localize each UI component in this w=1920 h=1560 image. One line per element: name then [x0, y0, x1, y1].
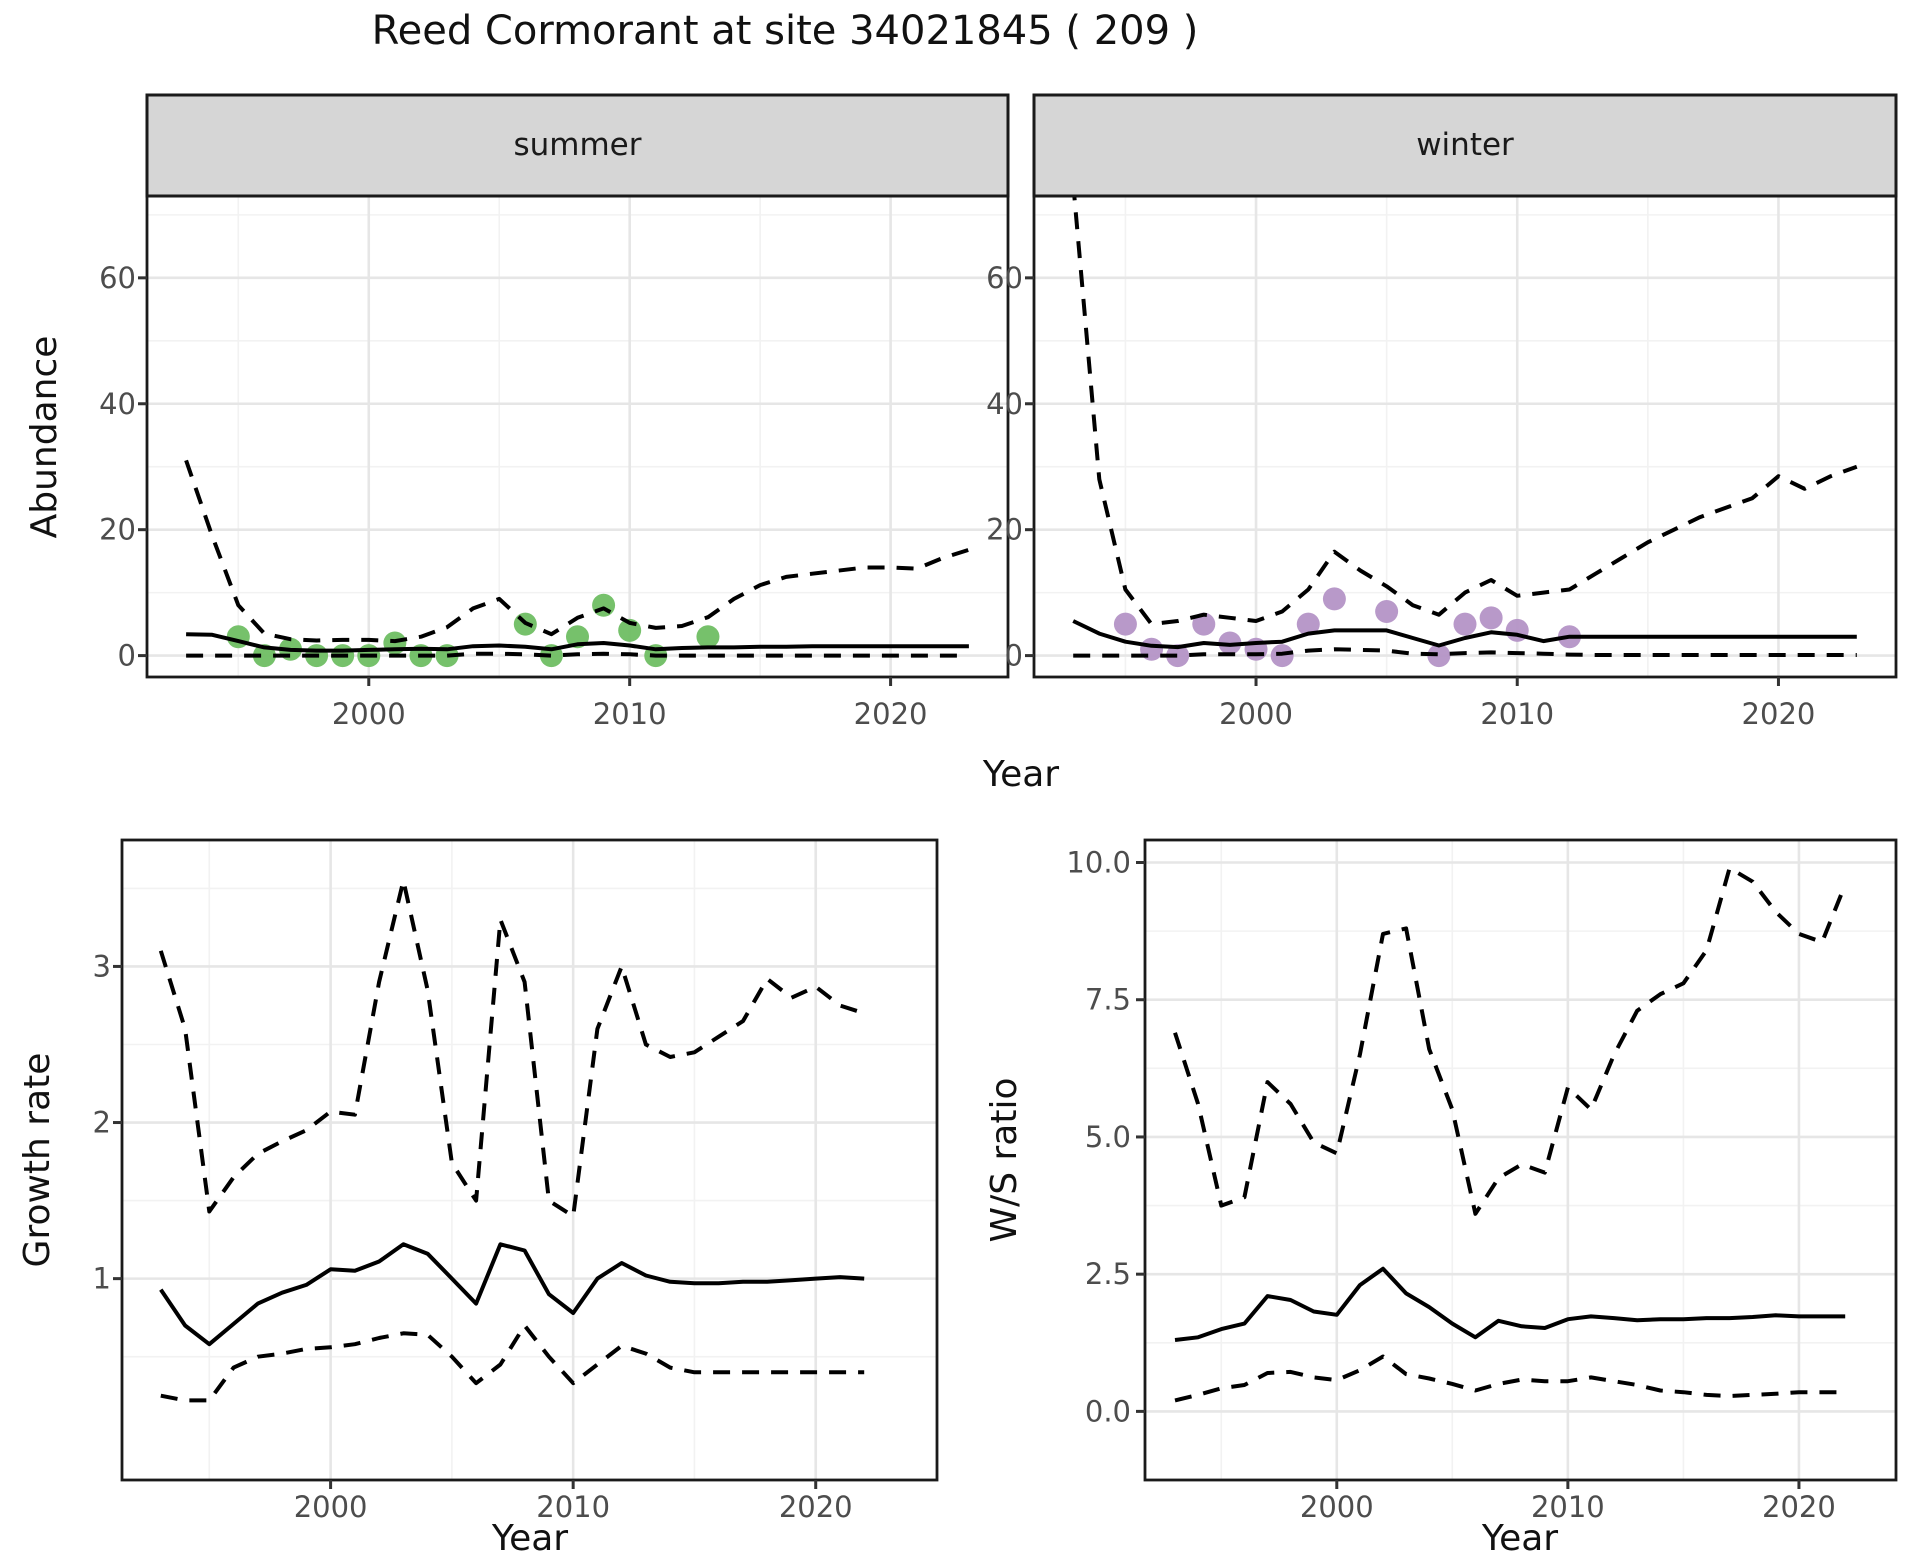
data-point-observed_counts [1192, 612, 1216, 636]
y-tick-label: 3 [93, 949, 111, 983]
x-tick-label: 2020 [779, 1490, 853, 1524]
x-tick-label: 2000 [294, 1490, 368, 1524]
panel-border [1032, 194, 1898, 679]
data-point-observed_counts [1453, 612, 1477, 636]
y-tick-label: 60 [99, 261, 136, 295]
series-line-lower_ci [186, 651, 969, 658]
data-point-observed_counts [1113, 612, 1137, 636]
facet-strip-summer: summer [513, 127, 642, 163]
y-tick-label: 0.0 [1085, 1394, 1131, 1428]
series-line-upper_ci [184, 459, 970, 644]
y-tick-label: 0 [118, 639, 136, 673]
y-tick-label: 40 [99, 387, 136, 421]
series-line-median [159, 1242, 865, 1347]
x-tick-label: 2010 [536, 1490, 610, 1524]
y-tick-label: 7.5 [1085, 983, 1131, 1017]
x-tick-label: 2000 [1300, 1490, 1374, 1524]
data-point-observed_counts [1479, 606, 1503, 630]
y-tick-label: 2.5 [1085, 1257, 1131, 1291]
x-tick-label: 2020 [1742, 697, 1816, 731]
data-point-observed_counts [1322, 587, 1346, 611]
panel-growth_rate: 2000 2010 2020 1 2 3 [93, 838, 939, 1524]
series-line-median [1174, 1266, 1846, 1342]
series-line-upper_ci [1173, 866, 1848, 1216]
y-axis-title-ws-ratio: W/S ratio [984, 1077, 1025, 1243]
series-line-median [186, 632, 969, 653]
facet-strip-box [1032, 93, 1898, 198]
x-tick-label: 2020 [1762, 1490, 1836, 1524]
x-tick-label: 2000 [332, 697, 406, 731]
panel-ws_ratio: 2000 2010 2020 0.0 2.5 5.0 7.5 10.0 [1066, 838, 1898, 1524]
series-line-lower_ci [1073, 647, 1857, 658]
y-tick-label: 40 [986, 387, 1023, 421]
y-tick-label: 0 [1005, 639, 1023, 673]
panel-abundance_winter: 2000 2010 2020 0 20 40 60 [986, 93, 1898, 731]
panel-border [145, 194, 1010, 679]
x-axis-title-year-ws: Year [1481, 1518, 1559, 1559]
x-axis-title-year-growth: Year [491, 1518, 569, 1559]
data-point-observed_counts [696, 625, 720, 649]
data-point-observed_counts [1427, 644, 1451, 668]
series-line-lower_ci [160, 1323, 865, 1403]
y-tick-label: 2 [93, 1106, 111, 1140]
chart-title: Reed Cormorant at site 34021845 ( 209 ) [371, 8, 1199, 54]
series-line-upper_ci [1072, 196, 1858, 627]
data-point-observed_counts [1296, 612, 1320, 636]
data-point-observed_counts [1166, 644, 1190, 668]
series-line-upper_ci [158, 878, 865, 1219]
panel-border [120, 838, 939, 1482]
x-tick-label: 2010 [1480, 697, 1554, 731]
y-tick-label: 10.0 [1066, 846, 1131, 880]
x-axis-title-year-top: Year [982, 754, 1060, 795]
facet-strip-winter: winter [1416, 127, 1514, 163]
y-tick-label: 60 [986, 261, 1023, 295]
y-tick-label: 1 [93, 1262, 111, 1296]
x-tick-label: 2020 [854, 697, 928, 731]
panel-border [1143, 838, 1898, 1482]
y-tick-label: 20 [99, 513, 136, 547]
y-tick-label: 5.0 [1085, 1120, 1131, 1154]
y-axis-title-growth-rate: Growth rate [17, 1052, 58, 1268]
x-tick-label: 2000 [1219, 697, 1293, 731]
data-point-observed_counts [1375, 600, 1399, 624]
series-line-median [1072, 619, 1857, 650]
y-axis-title-abundance: Abundance [24, 335, 65, 539]
series-line-lower_ci [1174, 1354, 1846, 1403]
y-tick-label: 20 [986, 513, 1023, 547]
x-tick-label: 2010 [593, 697, 667, 731]
panel-abundance_summer: 2000 2010 2020 0 20 40 60 [99, 93, 1010, 731]
x-tick-label: 2010 [1531, 1490, 1605, 1524]
